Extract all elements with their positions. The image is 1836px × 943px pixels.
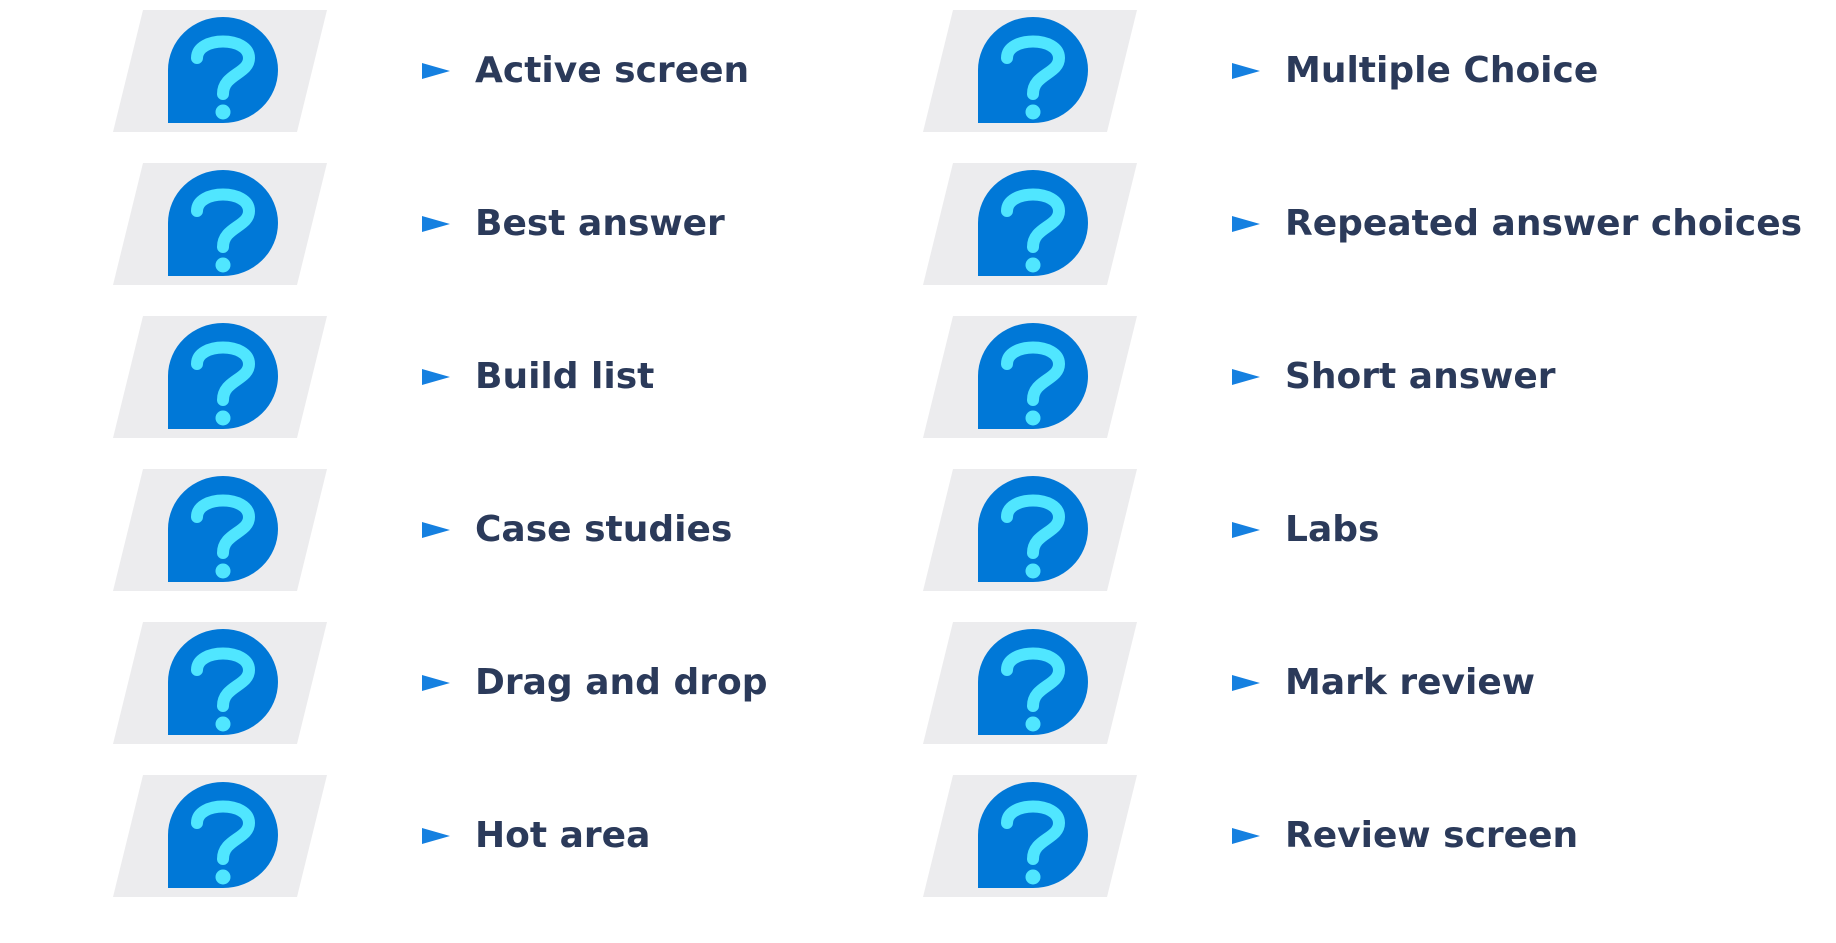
bullet-arrow-icon [422,369,450,385]
question-bubble-icon [923,775,1137,897]
item-label: Labs [1285,509,1380,550]
icon-tile [113,316,327,438]
bullet-arrow-icon [422,63,450,79]
bullet-arrow-icon [422,522,450,538]
bullet-arrow-icon [1232,216,1260,232]
item-label: Hot area [475,815,651,856]
bullet-arrow-icon [422,675,450,691]
icon-tile [923,163,1137,285]
question-bubble-icon [923,163,1137,285]
item-label: Repeated answer choices [1285,203,1803,244]
item-label: Multiple Choice [1285,50,1599,91]
item-label: Active screen [475,50,750,91]
icon-tile [923,10,1137,132]
question-bubble-icon [923,10,1137,132]
icon-tile [113,163,327,285]
bullet-arrow-icon [1232,828,1260,844]
bullet-arrow-icon [1232,369,1260,385]
icon-tile [113,10,327,132]
bullet-arrow-icon [1232,63,1260,79]
bullet-arrow-icon [1232,675,1260,691]
icon-tile [113,775,327,897]
question-bubble-icon [113,622,327,744]
question-bubble-icon [113,10,327,132]
icon-tile [113,469,327,591]
icon-tile [923,316,1137,438]
icon-tile [923,775,1137,897]
item-label: Best answer [475,203,725,244]
item-label: Drag and drop [475,662,768,703]
item-label: Short answer [1285,356,1556,397]
question-bubble-icon [923,316,1137,438]
item-label: Build list [475,356,655,397]
question-bubble-icon [113,775,327,897]
bullet-arrow-icon [422,216,450,232]
item-label: Case studies [475,509,733,550]
question-bubble-icon [113,469,327,591]
item-label: Review screen [1285,815,1579,856]
item-label: Mark review [1285,662,1535,703]
question-bubble-icon [923,622,1137,744]
bullet-arrow-icon [422,828,450,844]
bullet-arrow-icon [1232,522,1260,538]
icon-tile [923,622,1137,744]
icon-tile [113,622,327,744]
question-bubble-icon [923,469,1137,591]
icon-tile [923,469,1137,591]
question-bubble-icon [113,316,327,438]
question-bubble-icon [113,163,327,285]
